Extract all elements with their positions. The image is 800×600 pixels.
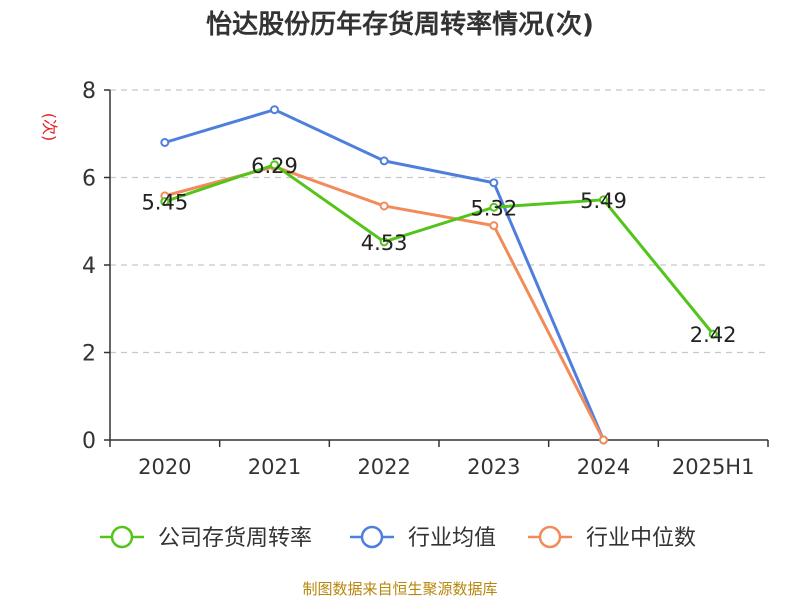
legend-item-label: 行业中位数 (586, 526, 696, 551)
series-point (489, 221, 499, 231)
series-point (379, 156, 389, 166)
series-line (164, 163, 715, 336)
series-layer (160, 105, 718, 445)
y-tick-label: 0 (82, 429, 96, 454)
series-point (599, 435, 608, 445)
x-tick-label: 2020 (138, 455, 191, 479)
series-point (270, 105, 279, 115)
series-point (379, 201, 389, 211)
chart-title: 怡达股份历年存货周转率情况(次) (206, 10, 594, 40)
x-tick-label: 2022 (357, 455, 410, 479)
series-point (489, 178, 499, 188)
x-tick-label: 2025H1 (672, 455, 755, 479)
series-point (489, 202, 499, 212)
legend: 公司存货周转率 行业均值 行业中位数 (100, 525, 696, 551)
legend-item-label: 公司存货周转率 (158, 526, 312, 551)
series-point (270, 160, 279, 170)
series-point (160, 197, 170, 207)
legend-marker (538, 525, 562, 549)
data-label: 5.49 (580, 189, 627, 213)
series-point (599, 195, 608, 205)
legend-marker (110, 525, 134, 549)
data-label: 4.53 (361, 231, 408, 255)
data-label: 5.45 (141, 191, 188, 215)
axis-layer: 0 2 4 6 8 2020 2021 2022 2023 2024 2025H1 (次) (40, 79, 769, 479)
series-point (708, 329, 718, 339)
legend-marker (360, 525, 384, 549)
data-label: 5.32 (470, 196, 517, 220)
series-point (379, 237, 389, 247)
x-tick-label: 2024 (577, 455, 630, 479)
data-label-layer: 5.45 6.29 4.53 5.32 5.49 2.42 (141, 154, 736, 347)
legend-item-label: 行业均值 (408, 526, 496, 551)
y-tick-label: 2 (82, 342, 96, 367)
source-note: 制图数据来自恒生聚源数据库 (302, 580, 498, 598)
y-axis-label: (次) (40, 113, 59, 142)
y-tick-label: 6 (82, 167, 96, 192)
y-tick-label: 4 (82, 254, 96, 279)
data-label: 2.42 (690, 323, 737, 347)
x-tick-label: 2021 (248, 455, 301, 479)
x-tick-label: 2023 (467, 455, 520, 479)
series-point (160, 138, 170, 147)
y-tick-label: 8 (82, 79, 96, 104)
data-label: 6.29 (251, 154, 298, 178)
